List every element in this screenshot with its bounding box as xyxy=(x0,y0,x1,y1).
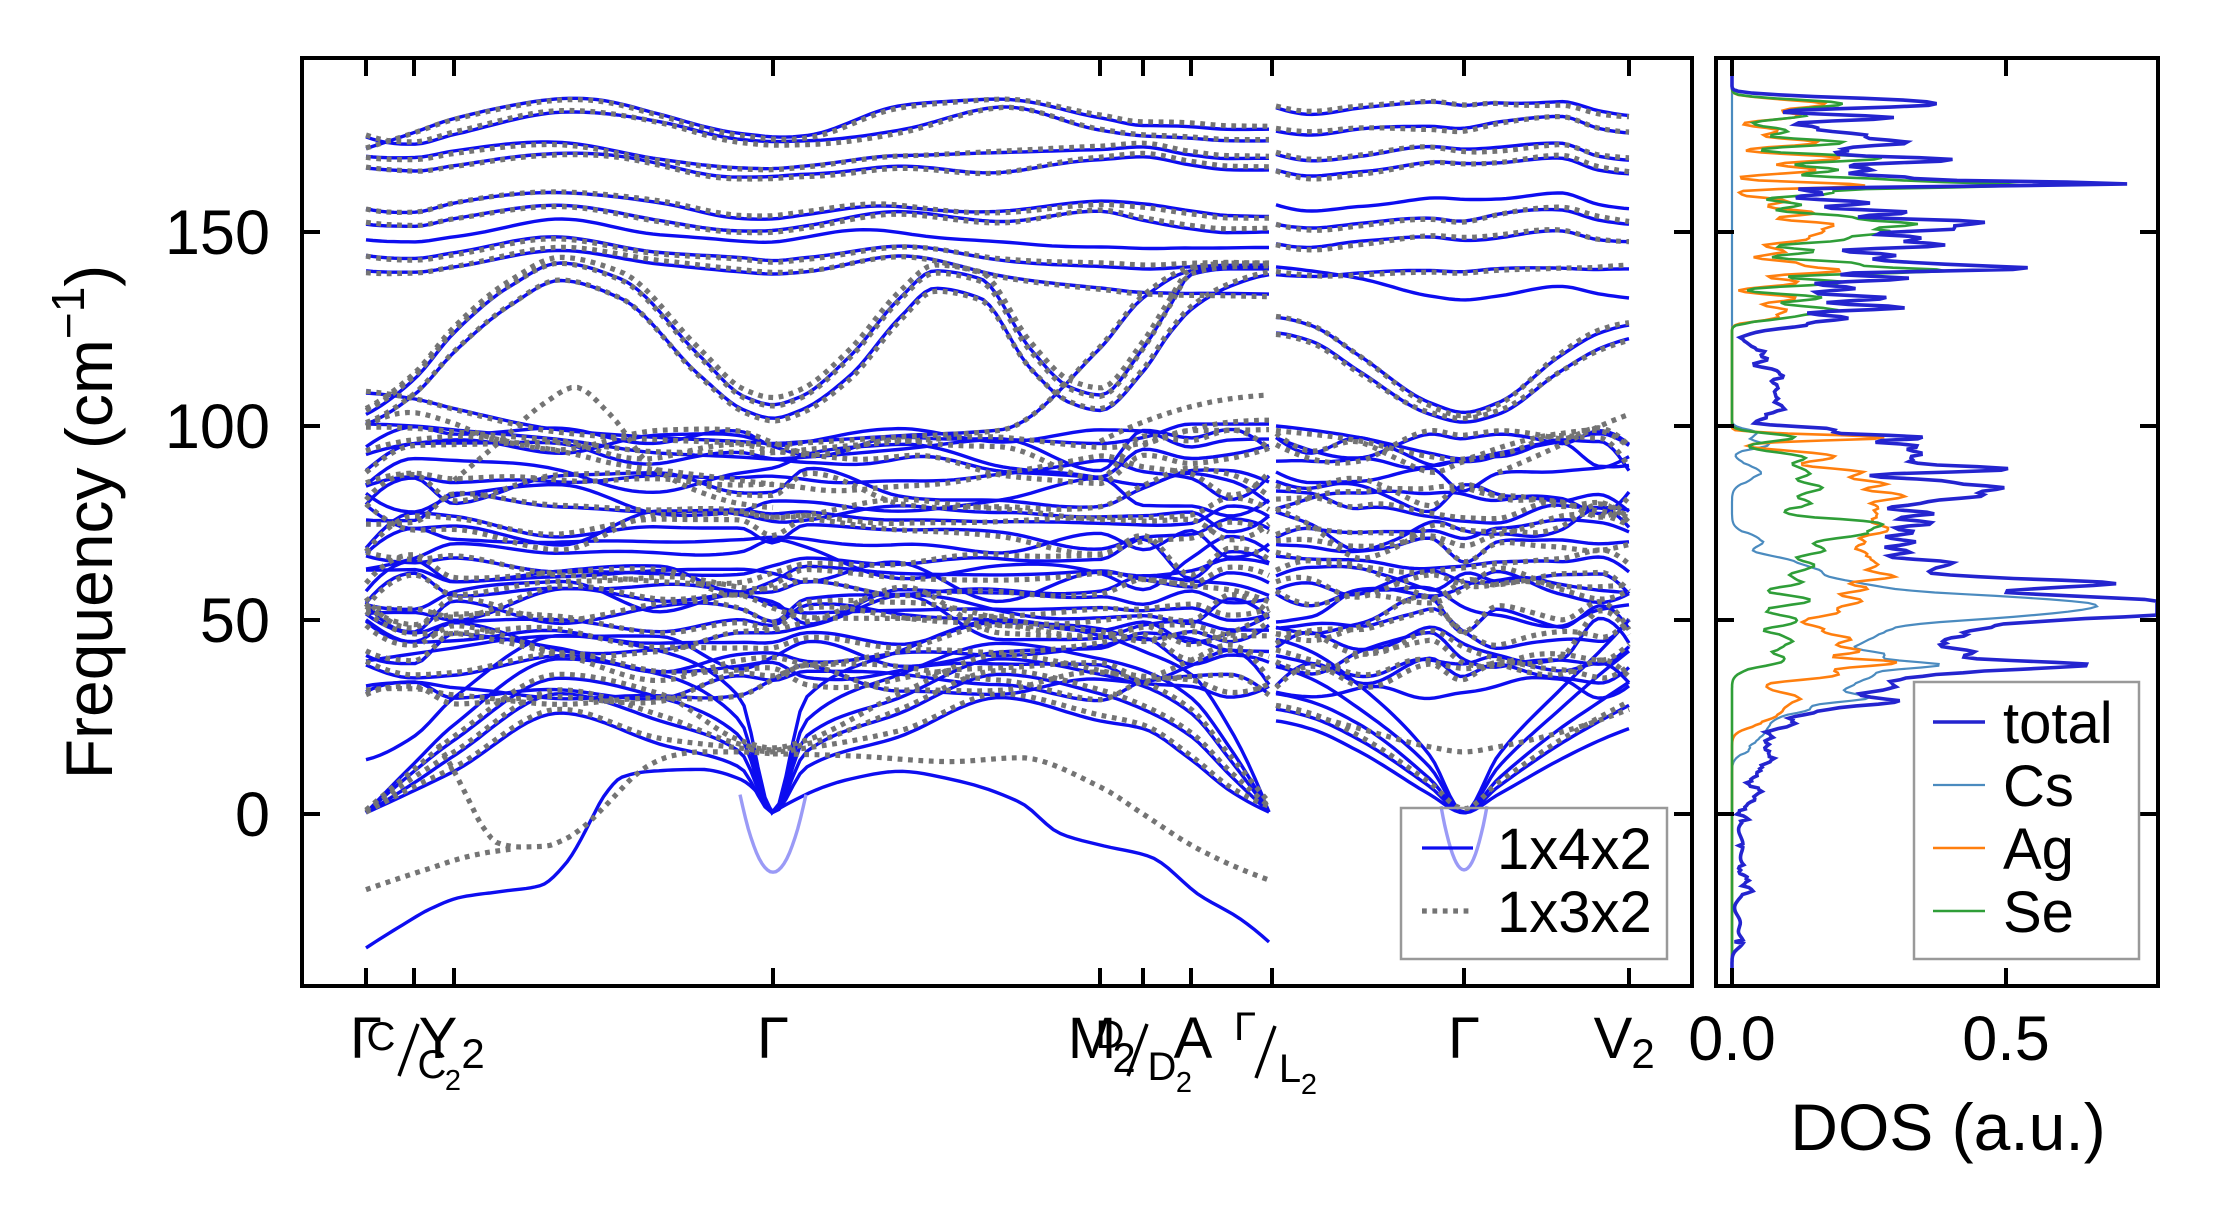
svg-text:Frequency (cm−1): Frequency (cm−1) xyxy=(42,265,126,780)
svg-text:2: 2 xyxy=(461,1030,484,1077)
svg-text:C: C xyxy=(367,1015,396,1059)
svg-text:Γ: Γ xyxy=(757,1006,789,1071)
svg-text:0.5: 0.5 xyxy=(1962,1004,2050,1074)
svg-text:Γ: Γ xyxy=(1448,1006,1480,1071)
svg-text:total: total xyxy=(2003,691,2113,756)
svg-text:2: 2 xyxy=(1176,1067,1192,1099)
svg-text:2: 2 xyxy=(1301,1069,1317,1101)
svg-text:M: M xyxy=(1068,1006,1116,1071)
svg-text:Γ: Γ xyxy=(1234,1005,1256,1049)
svg-text:D: D xyxy=(1148,1045,1177,1089)
svg-text:0.0: 0.0 xyxy=(1688,1004,1776,1074)
svg-text:2: 2 xyxy=(1631,1030,1654,1077)
svg-text:A: A xyxy=(1174,1006,1213,1071)
svg-text:Γ: Γ xyxy=(350,1006,382,1071)
svg-text:50: 50 xyxy=(200,586,270,656)
svg-text:Se: Se xyxy=(2003,880,2074,945)
svg-text:Cs: Cs xyxy=(2003,754,2074,819)
svg-text:V: V xyxy=(1594,1006,1633,1071)
svg-text:DOS (a.u.): DOS (a.u.) xyxy=(1790,1090,2105,1164)
svg-text:Ag: Ag xyxy=(2003,817,2074,882)
svg-text:D: D xyxy=(1096,1013,1125,1057)
svg-text:L: L xyxy=(1279,1047,1301,1091)
svg-text:150: 150 xyxy=(165,198,270,268)
svg-text:C: C xyxy=(418,1043,447,1087)
svg-text:1x4x2: 1x4x2 xyxy=(1497,817,1652,882)
svg-text:2: 2 xyxy=(445,1065,461,1097)
svg-text:0: 0 xyxy=(235,780,270,850)
svg-text:1x3x2: 1x3x2 xyxy=(1497,880,1652,945)
svg-text:100: 100 xyxy=(165,392,270,462)
svg-text:Y: Y xyxy=(419,1006,458,1071)
